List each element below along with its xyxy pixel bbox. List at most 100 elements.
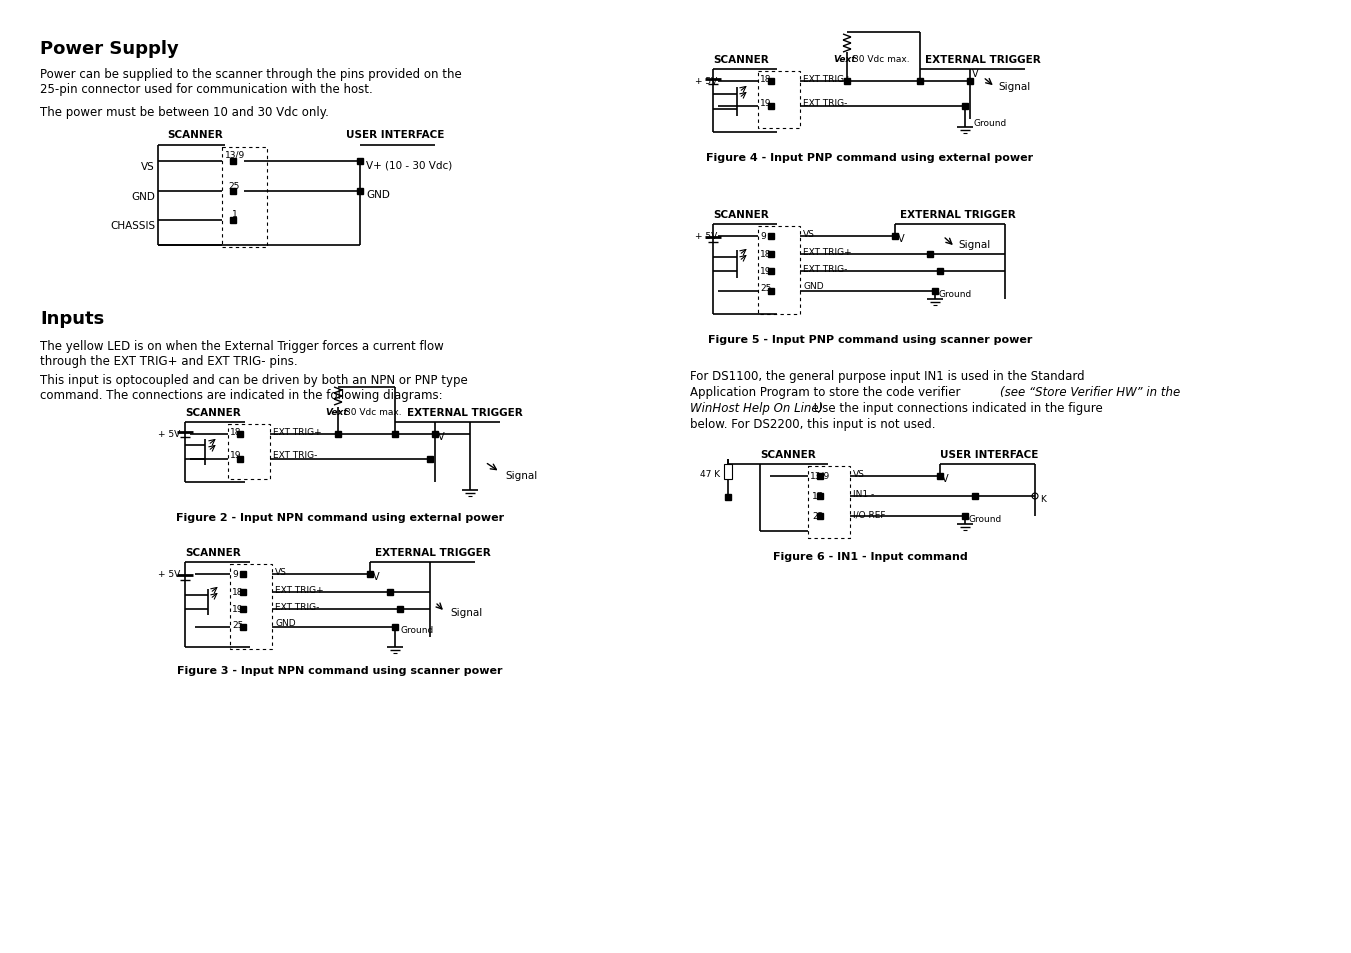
Bar xyxy=(240,606,246,613)
Text: Vext: Vext xyxy=(326,408,347,416)
Text: VS: VS xyxy=(802,230,815,239)
Text: VS: VS xyxy=(276,567,286,577)
Bar xyxy=(767,104,774,110)
Text: 22: 22 xyxy=(812,512,823,520)
Text: Figure 3 - Input NPN command using scanner power: Figure 3 - Input NPN command using scann… xyxy=(177,665,503,676)
Text: EXT TRIG-: EXT TRIG- xyxy=(802,265,847,274)
Text: GND: GND xyxy=(276,618,296,627)
Bar xyxy=(236,456,243,462)
Text: Signal: Signal xyxy=(958,240,990,250)
Bar xyxy=(228,424,270,479)
Text: 18: 18 xyxy=(230,428,242,436)
Text: 25: 25 xyxy=(232,620,243,629)
Text: Figure 5 - Input PNP command using scanner power: Figure 5 - Input PNP command using scann… xyxy=(708,335,1032,345)
Text: below. For DS2200, this input is not used.: below. For DS2200, this input is not use… xyxy=(690,417,935,431)
Bar xyxy=(808,467,850,538)
Text: EXT TRIG+: EXT TRIG+ xyxy=(802,248,851,256)
Bar xyxy=(222,148,267,248)
Text: 13/9: 13/9 xyxy=(811,472,831,480)
Text: The yellow LED is on when the External Trigger forces a current flow: The yellow LED is on when the External T… xyxy=(41,339,443,353)
Text: EXT TRIG+: EXT TRIG+ xyxy=(802,75,851,84)
Text: V: V xyxy=(971,69,978,79)
Text: command. The connections are indicated in the following diagrams:: command. The connections are indicated i… xyxy=(41,389,443,401)
Text: K: K xyxy=(1040,495,1046,503)
Text: V: V xyxy=(373,572,380,581)
Text: 9: 9 xyxy=(761,232,766,241)
Text: V: V xyxy=(898,233,905,244)
Bar xyxy=(236,432,243,437)
Bar xyxy=(758,71,800,129)
Bar xyxy=(240,624,246,630)
Text: EXTERNAL TRIGGER: EXTERNAL TRIGGER xyxy=(376,547,490,558)
Text: 25: 25 xyxy=(761,284,771,293)
Text: through the EXT TRIG+ and EXT TRIG- pins.: through the EXT TRIG+ and EXT TRIG- pins… xyxy=(41,355,297,368)
Bar xyxy=(230,189,236,194)
Bar xyxy=(230,218,236,224)
Text: 19: 19 xyxy=(761,267,771,275)
Text: V+ (10 - 30 Vdc): V+ (10 - 30 Vdc) xyxy=(366,160,453,170)
Bar xyxy=(240,589,246,596)
Text: 30 Vdc max.: 30 Vdc max. xyxy=(852,55,909,64)
Text: EXT TRIG+: EXT TRIG+ xyxy=(273,428,322,436)
Bar xyxy=(767,289,774,294)
Text: GND: GND xyxy=(366,190,390,200)
Text: The power must be between 10 and 30 Vdc only.: The power must be between 10 and 30 Vdc … xyxy=(41,106,328,119)
Text: V: V xyxy=(438,432,444,441)
Bar xyxy=(432,432,438,437)
Text: Ground: Ground xyxy=(969,515,1001,523)
Bar xyxy=(392,432,399,437)
Bar xyxy=(725,495,731,500)
Bar xyxy=(917,79,923,85)
Text: Ground: Ground xyxy=(973,119,1006,128)
Text: 1: 1 xyxy=(232,210,238,219)
Bar xyxy=(230,564,272,649)
Text: VS: VS xyxy=(852,470,865,478)
Text: SCANNER: SCANNER xyxy=(185,547,240,558)
Bar xyxy=(767,269,774,274)
Text: Signal: Signal xyxy=(998,82,1031,91)
Text: 13/9: 13/9 xyxy=(226,150,246,159)
Text: + 5V: + 5V xyxy=(694,232,717,241)
Bar xyxy=(767,252,774,257)
Text: EXT TRIG-: EXT TRIG- xyxy=(273,451,317,459)
Text: Figure 4 - Input PNP command using external power: Figure 4 - Input PNP command using exter… xyxy=(707,152,1034,163)
Bar xyxy=(367,572,373,578)
Bar xyxy=(767,79,774,85)
Text: 47 K: 47 K xyxy=(700,470,720,478)
Text: This input is optocoupled and can be driven by both an NPN or PNP type: This input is optocoupled and can be dri… xyxy=(41,374,467,387)
Text: SCANNER: SCANNER xyxy=(185,408,240,417)
Bar xyxy=(962,104,969,110)
Bar xyxy=(892,233,898,240)
Text: VS: VS xyxy=(142,162,155,172)
Text: EXTERNAL TRIGGER: EXTERNAL TRIGGER xyxy=(925,55,1040,65)
Text: (see “Store Verifier HW” in the: (see “Store Verifier HW” in the xyxy=(1000,386,1181,398)
Bar xyxy=(844,79,850,85)
Bar xyxy=(962,514,969,519)
Text: 9: 9 xyxy=(232,569,238,578)
Text: Signal: Signal xyxy=(505,471,538,480)
Text: EXTERNAL TRIGGER: EXTERNAL TRIGGER xyxy=(407,408,523,417)
Bar xyxy=(357,159,363,165)
Bar xyxy=(392,624,399,630)
Text: EXT TRIG+: EXT TRIG+ xyxy=(276,585,324,595)
Text: Power can be supplied to the scanner through the pins provided on the: Power can be supplied to the scanner thr… xyxy=(41,68,462,81)
Bar xyxy=(927,252,934,257)
Text: Ground: Ground xyxy=(400,625,434,635)
Text: 19: 19 xyxy=(761,99,771,108)
Bar xyxy=(767,233,774,240)
Text: SCANNER: SCANNER xyxy=(713,210,769,220)
Text: Figure 2 - Input NPN command using external power: Figure 2 - Input NPN command using exter… xyxy=(176,513,504,522)
Bar xyxy=(397,606,403,613)
Text: WinHost Help On Line).: WinHost Help On Line). xyxy=(690,401,827,415)
Text: Application Program to store the code verifier: Application Program to store the code ve… xyxy=(690,386,965,398)
Text: USER INTERFACE: USER INTERFACE xyxy=(346,130,444,140)
Text: 25-pin connector used for communication with the host.: 25-pin connector used for communication … xyxy=(41,83,373,96)
Text: CHASSIS: CHASSIS xyxy=(109,221,155,231)
Text: EXT TRIG-: EXT TRIG- xyxy=(802,99,847,108)
Bar xyxy=(938,269,943,274)
Text: Ground: Ground xyxy=(938,290,971,298)
Text: SCANNER: SCANNER xyxy=(761,450,816,459)
Text: 25: 25 xyxy=(228,182,239,191)
Text: EXTERNAL TRIGGER: EXTERNAL TRIGGER xyxy=(900,210,1016,220)
Bar xyxy=(758,227,800,314)
